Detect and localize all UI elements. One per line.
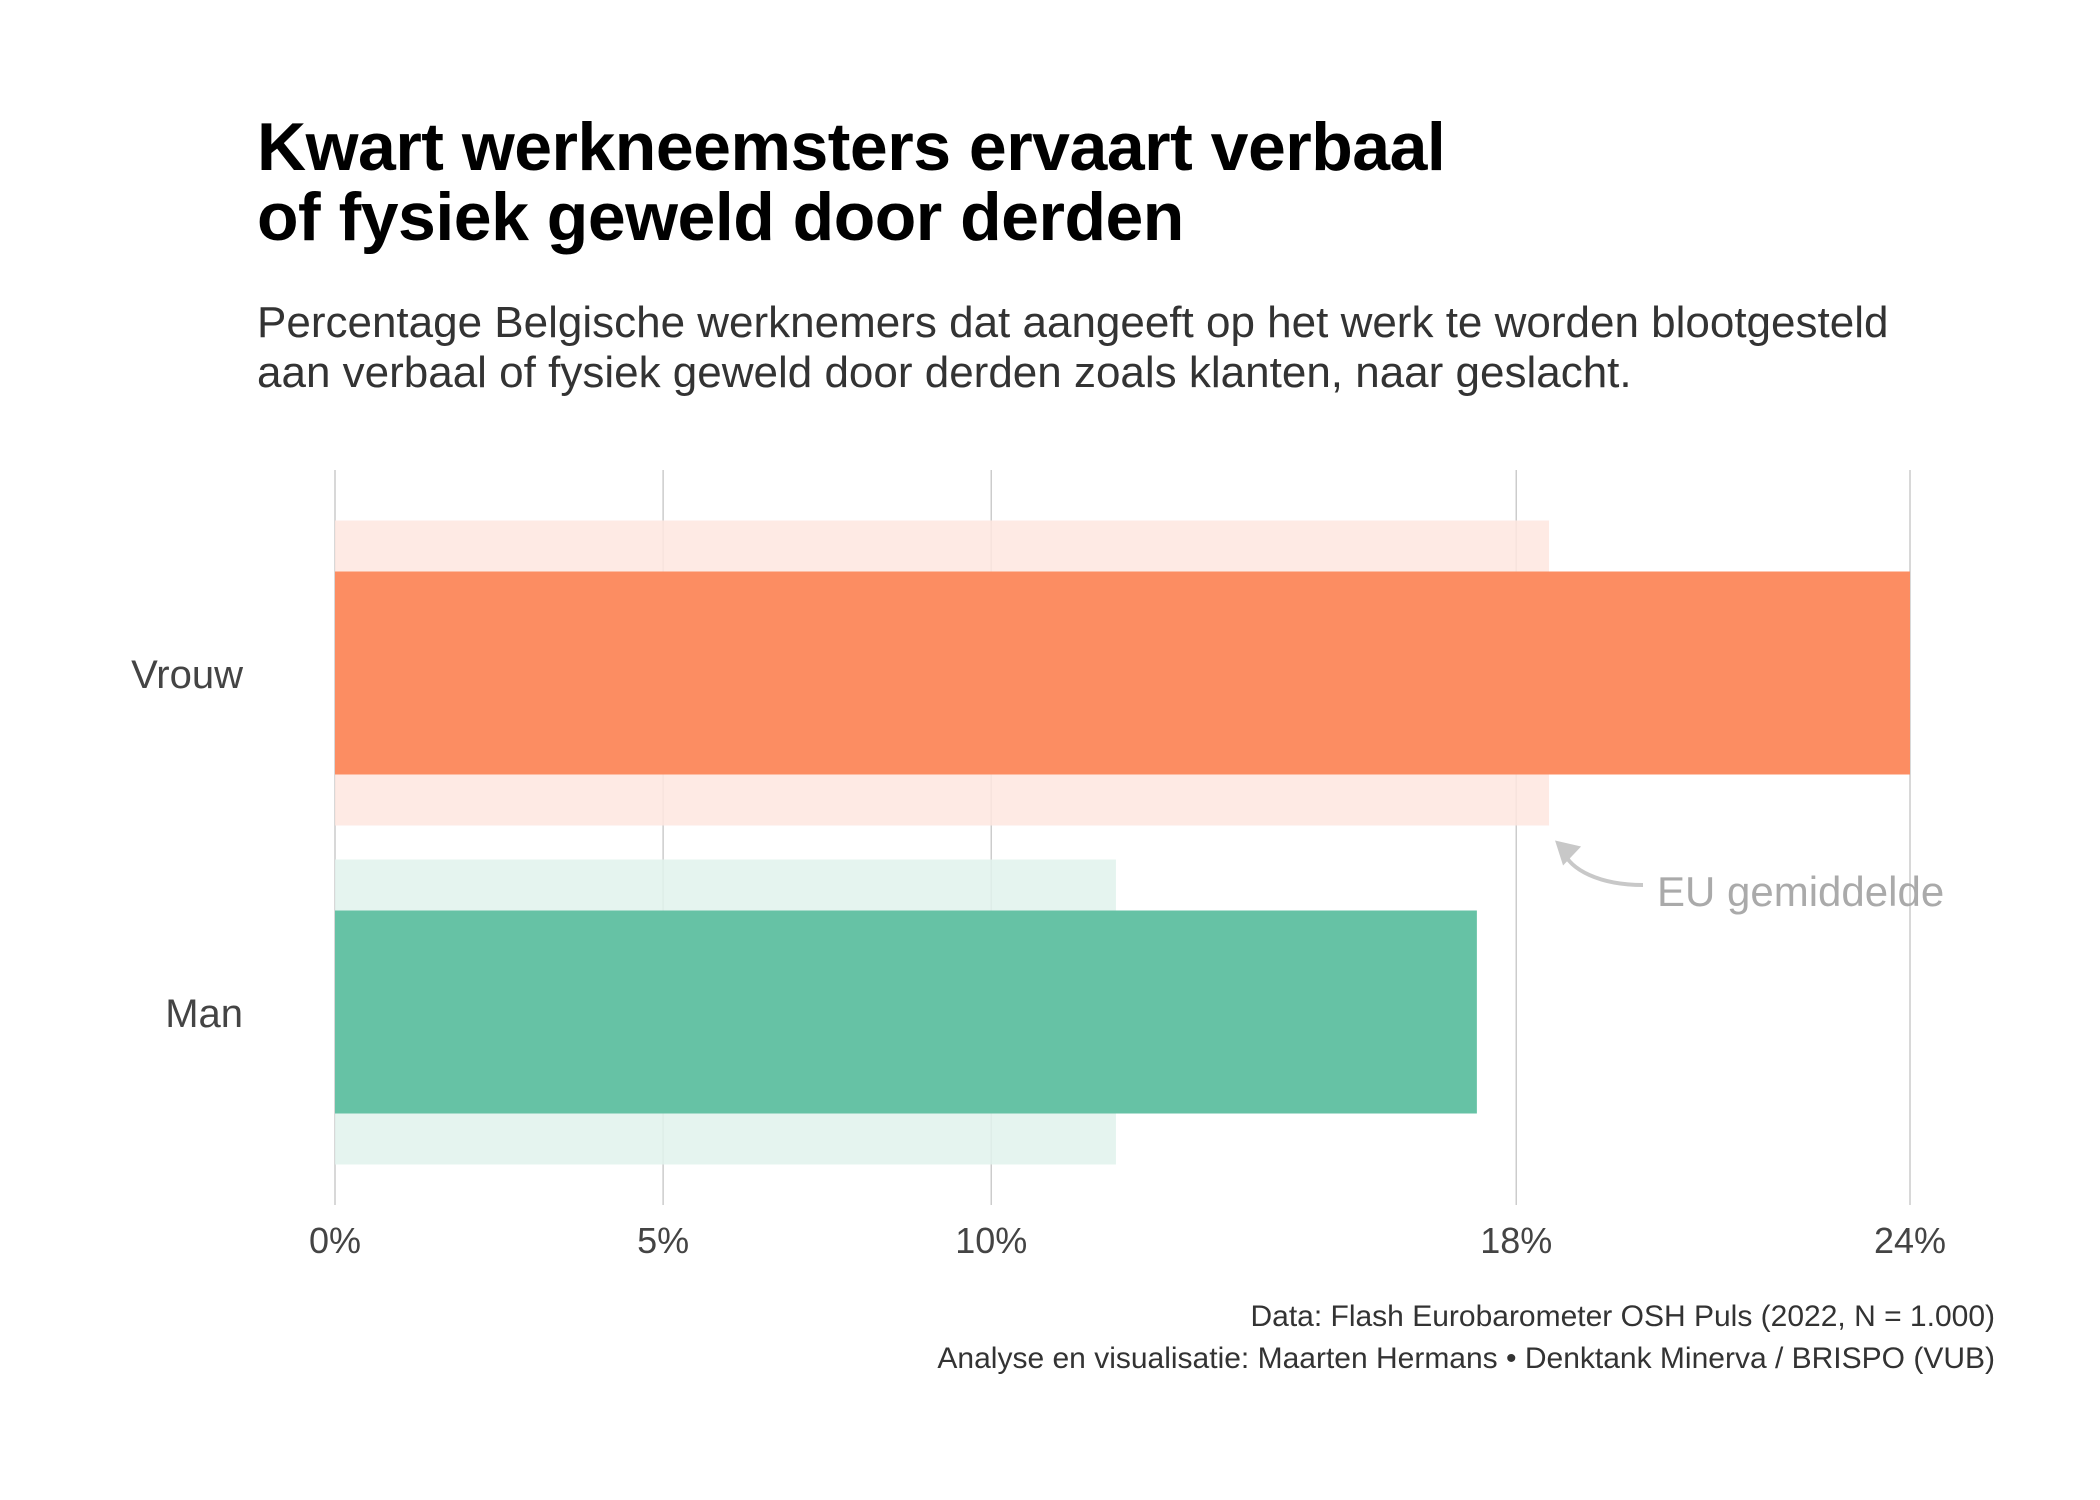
chart-subtitle: Percentage Belgische werknemers dat aang… [257,298,2057,398]
bar-be-vrouw [335,571,1910,775]
category-label-vrouw: Vrouw [131,653,243,697]
chart-subtitle-line-1: Percentage Belgische werknemers dat aang… [257,298,1889,347]
chart-caption: Data: Flash Eurobarometer OSH Puls (2022… [937,1296,1995,1380]
x-tick-label-3: 18% [1480,1220,1552,1261]
x-tick-label-2: 10% [955,1220,1027,1261]
annotation-arrow-head [1555,840,1582,866]
category-label-man: Man [165,992,243,1036]
chart-subtitle-line-2: aan verbaal of fysiek geweld door derden… [257,348,1632,397]
caption-credits: Analyse en visualisatie: Maarten Hermans… [937,1342,1995,1375]
annotation-label: EU gemiddelde [1657,868,1944,915]
chart-title-line-2: of fysiek geweld door derden [257,179,1184,255]
caption-data-source: Data: Flash Eurobarometer OSH Puls (2022… [1250,1300,1995,1333]
chart-title-line-1: Kwart werkneemsters ervaart verbaal [257,109,1446,185]
annotation-arrow-line [1561,849,1644,887]
x-tick-label-0: 0% [309,1220,361,1261]
chart-title: Kwart werkneemsters ervaart verbaal of f… [257,112,1957,252]
x-tick-label-4: 24% [1874,1220,1946,1261]
bar-be-man [335,910,1477,1114]
x-tick-label-1: 5% [637,1220,689,1261]
